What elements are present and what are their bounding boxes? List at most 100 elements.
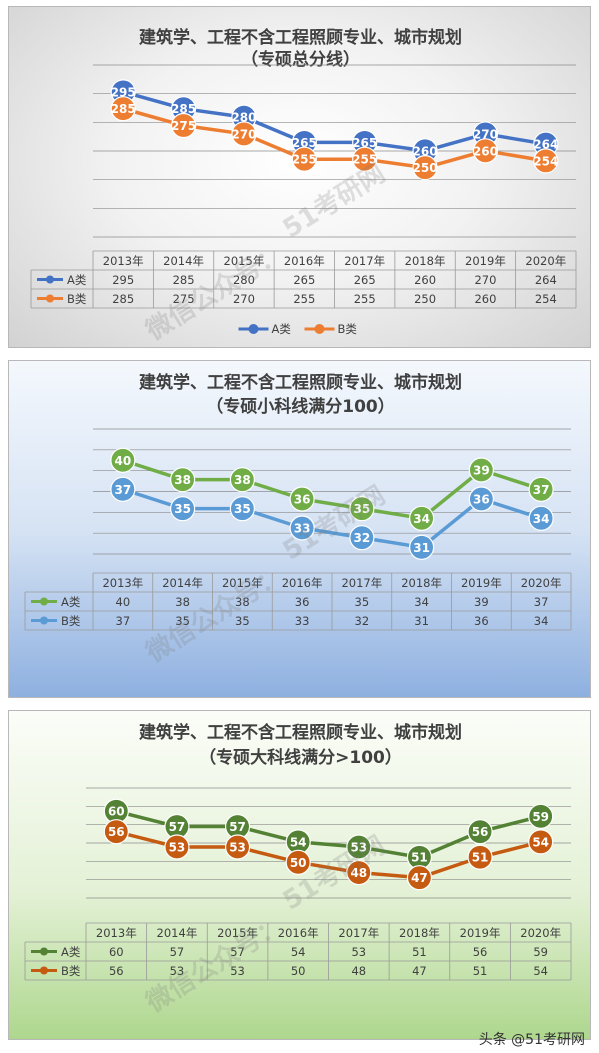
data-label: 285 bbox=[111, 102, 136, 116]
data-label: 264 bbox=[533, 138, 558, 152]
watermark-text: 微信公众号： bbox=[140, 237, 290, 346]
data-point bbox=[110, 476, 136, 502]
table-row-label: A类 bbox=[61, 595, 81, 609]
table-cell: 270 bbox=[233, 292, 255, 306]
table-cell: 38 bbox=[235, 595, 250, 609]
table-cell: 47 bbox=[412, 964, 427, 978]
table-cell: 56 bbox=[109, 964, 124, 978]
data-label: 285 bbox=[171, 102, 196, 116]
data-label: 270 bbox=[473, 127, 498, 141]
data-label: 32 bbox=[354, 531, 371, 545]
table-cell: 285 bbox=[112, 292, 134, 306]
table-cell: 40 bbox=[116, 595, 131, 609]
table-cell: 57 bbox=[170, 945, 185, 959]
data-label: 50 bbox=[290, 856, 307, 870]
table-header-year: 2014年 bbox=[157, 926, 198, 940]
table-header-year: 2017年 bbox=[341, 576, 382, 590]
table-header-year: 2018年 bbox=[399, 926, 440, 940]
data-point bbox=[229, 496, 255, 522]
table-cell: 59 bbox=[533, 945, 548, 959]
table-header-year: 2020年 bbox=[521, 576, 562, 590]
data-point bbox=[110, 96, 136, 122]
data-label: 265 bbox=[292, 136, 317, 150]
data-label: 53 bbox=[169, 841, 186, 855]
chart-1: 建筑学、工程不含工程照顾专业、城市规划（专硕总分线） 295 285 280 265 26… bbox=[30, 27, 577, 347]
data-label: 56 bbox=[108, 825, 125, 839]
data-label: 53 bbox=[350, 841, 367, 855]
legend-marker bbox=[248, 324, 259, 334]
data-label: 270 bbox=[231, 127, 256, 141]
table-row-label: B类 bbox=[61, 614, 81, 628]
data-label: 31 bbox=[413, 541, 430, 555]
table-cell: 54 bbox=[291, 945, 306, 959]
watermark: 微信公众号：51考研网 bbox=[140, 159, 391, 347]
table-header-year: 2014年 bbox=[163, 254, 204, 268]
table-header-year: 2016年 bbox=[282, 576, 323, 590]
data-label: 47 bbox=[411, 871, 428, 885]
data-point bbox=[285, 849, 311, 875]
table-cell: 36 bbox=[474, 614, 489, 628]
chart-title-line: （专硕小科线满分100） bbox=[206, 396, 395, 417]
data-point bbox=[229, 467, 255, 493]
chart-title-line: （专硕大科线满分>100） bbox=[199, 747, 402, 768]
data-label: 57 bbox=[169, 820, 186, 834]
data-label: 35 bbox=[174, 502, 191, 516]
data-label: 54 bbox=[532, 835, 549, 849]
data-point bbox=[352, 146, 378, 172]
table-row-label: A类 bbox=[61, 945, 81, 959]
data-point bbox=[346, 834, 372, 860]
data-label: 51 bbox=[472, 851, 489, 865]
table-cell: 48 bbox=[351, 964, 366, 978]
data-label: 34 bbox=[413, 512, 430, 526]
table-cell: 35 bbox=[235, 614, 250, 628]
table-cell: 54 bbox=[533, 964, 548, 978]
chart-title-line: 建筑学、工程不含工程照顾专业、城市规划 bbox=[139, 722, 462, 743]
data-point bbox=[103, 819, 129, 845]
table-header-year: 2019年 bbox=[460, 926, 501, 940]
data-point bbox=[472, 138, 499, 164]
table-cell: 57 bbox=[230, 945, 245, 959]
table-header-year: 2016年 bbox=[278, 926, 319, 940]
data-point bbox=[468, 486, 494, 512]
table-cell: 53 bbox=[170, 964, 185, 978]
data-label: 260 bbox=[473, 144, 498, 158]
table-cell: 35 bbox=[175, 614, 190, 628]
table-header-year: 2014年 bbox=[162, 576, 203, 590]
data-point bbox=[170, 496, 196, 522]
table-row-label: A类 bbox=[67, 273, 87, 287]
legend-key-marker bbox=[40, 947, 48, 956]
chart-panel-3: 建筑学、工程不含工程照顾专业、城市规划 （专硕大科线满分>100） 60 57 57 54… bbox=[8, 710, 591, 1040]
data-point bbox=[291, 146, 317, 172]
legend-label: B类 bbox=[338, 322, 358, 336]
data-label: 40 bbox=[115, 454, 132, 468]
legend-marker bbox=[314, 324, 325, 334]
data-label: 255 bbox=[352, 153, 377, 167]
table-cell: 31 bbox=[414, 614, 429, 628]
legend-key-marker bbox=[40, 966, 48, 975]
table-cell: 34 bbox=[414, 595, 429, 609]
data-point bbox=[467, 844, 493, 870]
chart-title-line: 建筑学、工程不含工程照顾专业、城市规划 bbox=[139, 27, 462, 48]
data-label: 254 bbox=[533, 154, 558, 168]
table-cell: 255 bbox=[293, 292, 315, 306]
table-cell: 32 bbox=[355, 614, 370, 628]
data-label: 53 bbox=[229, 841, 246, 855]
table-header-year: 2018年 bbox=[401, 576, 442, 590]
legend-key-marker bbox=[40, 616, 48, 625]
data-label: 255 bbox=[292, 153, 317, 167]
table-cell: 264 bbox=[535, 273, 557, 287]
table-cell: 265 bbox=[354, 273, 376, 287]
data-label: 37 bbox=[533, 483, 550, 497]
data-label: 265 bbox=[352, 136, 377, 150]
table-cell: 56 bbox=[473, 945, 488, 959]
table-header-year: 2015年 bbox=[217, 926, 258, 940]
data-label: 250 bbox=[413, 161, 438, 175]
table-row-label: B类 bbox=[67, 292, 87, 306]
table-cell: 254 bbox=[535, 292, 557, 306]
data-point bbox=[224, 834, 251, 860]
table-cell: 285 bbox=[173, 273, 195, 287]
data-point bbox=[164, 834, 190, 860]
data-label: 38 bbox=[174, 473, 191, 487]
data-point bbox=[468, 457, 494, 483]
data-point bbox=[528, 803, 554, 829]
